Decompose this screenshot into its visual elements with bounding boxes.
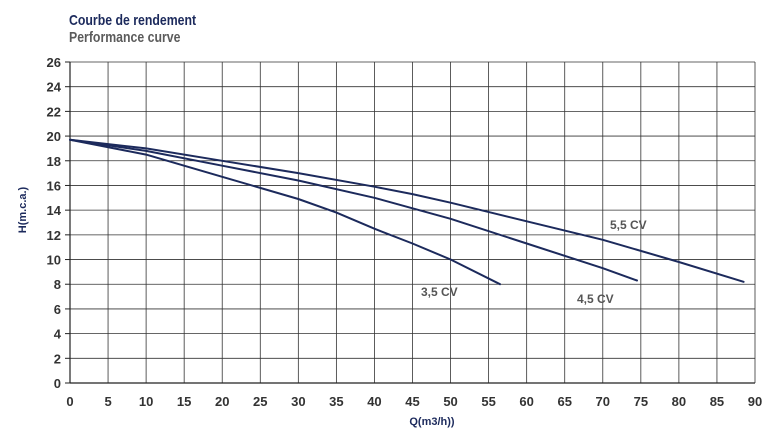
x-tick-label: 5 <box>104 394 111 409</box>
y-tick-label: 14 <box>47 203 62 218</box>
y-tick-label: 26 <box>47 55 61 70</box>
y-tick-label: 16 <box>47 178 61 193</box>
y-tick-label: 4 <box>54 327 62 342</box>
chart-subtitle: Performance curve <box>69 29 181 46</box>
x-tick-label: 70 <box>596 394 610 409</box>
y-tick-label: 10 <box>47 253 61 268</box>
x-tick-label: 60 <box>519 394 533 409</box>
series-line <box>69 138 501 286</box>
x-tick-label: 25 <box>253 394 267 409</box>
x-tick-label: 65 <box>557 394 571 409</box>
series-line <box>69 138 745 283</box>
y-tick-label: 24 <box>47 80 62 95</box>
tick-labels: 0 5 10 15 20 25 30 35 40 45 50 55 60 65 70 75 80 85 900246… <box>47 55 763 409</box>
x-tick-label: 55 <box>481 394 495 409</box>
x-tick-label: 10 <box>139 394 153 409</box>
y-tick-label: 20 <box>47 129 61 144</box>
y-tick-label: 2 <box>54 351 61 366</box>
y-tick-label: 18 <box>47 154 61 169</box>
series-label: 4,5 CV <box>577 292 614 306</box>
y-tick-label: 12 <box>47 228 61 243</box>
x-tick-label: 85 <box>710 394 724 409</box>
x-axis-label: Q(m3/h)) <box>409 416 455 428</box>
axes <box>69 62 755 384</box>
series-lines <box>69 138 745 286</box>
y-tick-label: 0 <box>54 376 61 391</box>
y-tick-label: 8 <box>54 277 61 292</box>
x-tick-label: 75 <box>634 394 648 409</box>
grid <box>70 61 756 383</box>
x-tick-label: 90 <box>748 394 762 409</box>
series-label: 3,5 CV <box>421 285 458 299</box>
x-tick-label: 45 <box>405 394 419 409</box>
x-tick-label: 40 <box>367 394 381 409</box>
series-labels: 3,5 CV 4,5 CV 5,5 CV <box>421 218 647 306</box>
series-label: 5,5 CV <box>610 218 647 232</box>
x-tick-label: 80 <box>672 394 686 409</box>
x-tick-label: 20 <box>215 394 229 409</box>
x-tick-label: 15 <box>177 394 191 409</box>
x-tick-label: 0 <box>66 394 73 409</box>
y-tick-label: 6 <box>54 302 61 317</box>
x-tick-label: 30 <box>291 394 305 409</box>
y-axis-label: H(m.c.a.) <box>17 186 29 233</box>
series-line <box>69 138 638 282</box>
x-tick-label: 35 <box>329 394 343 409</box>
x-tick-label: 50 <box>443 394 457 409</box>
chart-title: Courbe de rendement <box>69 12 197 29</box>
chart-title-block: Courbe de rendement Performance curve <box>69 12 224 46</box>
y-tick-label: 22 <box>47 104 61 119</box>
